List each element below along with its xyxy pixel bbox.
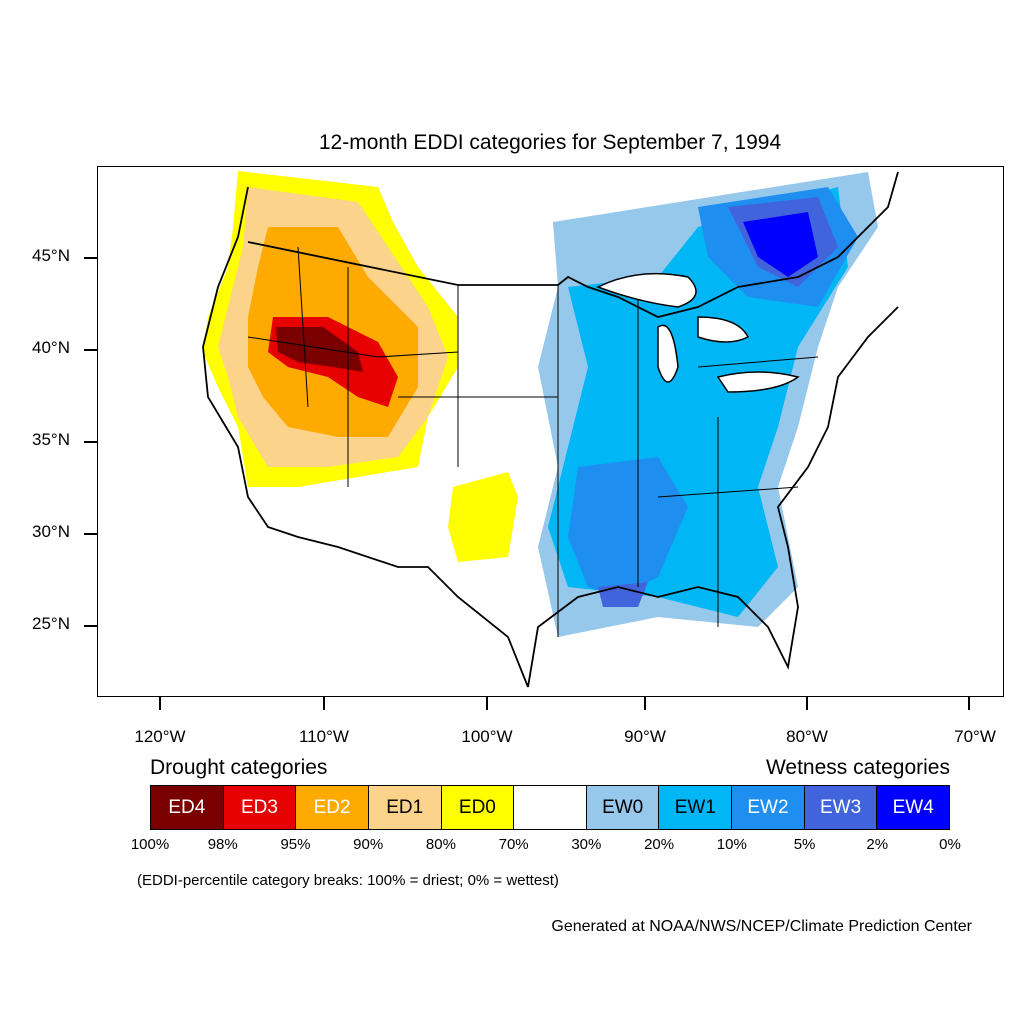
legend-percentile-label: 90% (353, 836, 384, 853)
drought-categories-heading: Drought categories (150, 756, 328, 779)
legend-box-ew0: EW0 (586, 786, 660, 829)
lon-label-120w: 120°W (134, 727, 186, 746)
legend-percentile-label: 98% (207, 836, 238, 853)
wetness-categories-heading: Wetness categories (765, 756, 950, 779)
legend-percentile-label: 30% (571, 836, 602, 853)
lat-label-40: 40°N (32, 338, 70, 357)
lon-tick (159, 697, 161, 710)
lon-label-80w: 80°W (786, 727, 828, 746)
legend-box-ew1: EW1 (659, 786, 733, 829)
lon-label-110w: 110°W (299, 727, 349, 746)
legend-box-ew3: EW3 (804, 786, 878, 829)
drought-ed4-region (276, 327, 363, 372)
map-panel (97, 166, 1004, 697)
credit-text: Generated at NOAA/NWS/NCEP/Climate Predi… (551, 918, 972, 935)
lon-label-70w: 70°W (954, 727, 996, 746)
legend-percentile-label: 20% (644, 836, 675, 853)
legend-percentile-label: 70% (498, 836, 529, 853)
legend-note: (EDDI-percentile category breaks: 100% =… (137, 872, 559, 889)
lon-label-90w: 90°W (624, 727, 666, 746)
us-outline (202, 171, 899, 688)
state-boundaries (247, 246, 819, 637)
lat-label-35: 35°N (32, 430, 70, 449)
lon-tick (486, 697, 488, 710)
legend-percentile-label: 5% (793, 836, 816, 853)
wetness-ew2-region (568, 457, 688, 597)
lat-tick (84, 533, 97, 535)
lat-label-25: 25°N (32, 614, 70, 633)
map-title: 12-month EDDI categories for September 7… (318, 131, 782, 154)
lat-tick (84, 349, 97, 351)
legend-percentile-label: 100% (130, 836, 170, 853)
legend-percentile-label: 0% (939, 836, 961, 853)
lat-label-45: 45°N (32, 246, 70, 265)
lon-label-100w: 100°W (461, 727, 513, 746)
legend-percentile-label: 10% (716, 836, 747, 853)
legend-box-ed2: ED2 (296, 786, 369, 829)
lon-tick (323, 697, 325, 710)
lon-tick (644, 697, 646, 710)
lat-tick (84, 625, 97, 627)
lon-tick (968, 697, 970, 710)
legend-box-ew2: EW2 (732, 786, 805, 829)
legend-percentile-label: 80% (425, 836, 456, 853)
drought-ed0-south-region (448, 472, 518, 562)
legend-box-ew4: EW4 (877, 786, 950, 829)
legend-box-ed4: ED4 (151, 786, 224, 829)
legend-percentile-label: 2% (866, 836, 889, 853)
legend-box-ed0: ED0 (441, 786, 515, 829)
wetness-ew4-region (743, 212, 818, 277)
legend-color-bar: ED4 ED3 ED2 ED1 ED0 EW0 EW1 EW2 EW3 EW4 (150, 785, 950, 830)
lat-label-30: 30°N (32, 522, 70, 541)
legend-box-ed3: ED3 (223, 786, 297, 829)
legend-percentile-label: 95% (280, 836, 311, 853)
lon-tick (806, 697, 808, 710)
lat-tick (84, 257, 97, 259)
great-lakes (596, 272, 800, 393)
lat-tick (84, 441, 97, 443)
legend-box-ed1: ED1 (368, 786, 442, 829)
us-map (202, 171, 899, 688)
legend-box-neutral (514, 786, 587, 829)
